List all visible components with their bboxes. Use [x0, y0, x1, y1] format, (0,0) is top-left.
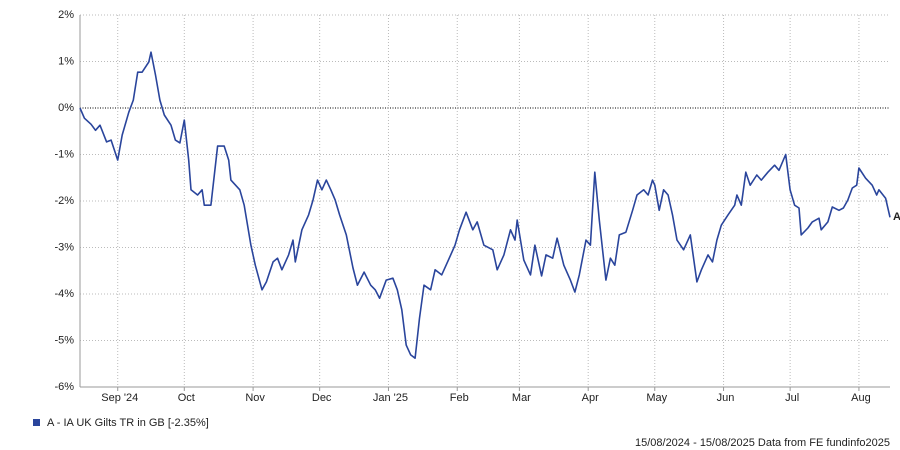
y-tick-label: -6%: [54, 381, 74, 393]
legend-label: A - IA UK Gilts TR in GB [-2.35%]: [47, 417, 209, 429]
footer: 15/08/2024 - 15/08/2025 Data from FE fun…: [635, 437, 890, 449]
x-tick-label: Sep '24: [101, 392, 138, 404]
x-tick-label: Jul: [785, 392, 799, 404]
y-tick-label: 1%: [58, 55, 74, 67]
x-tick-label: Aug: [851, 392, 871, 404]
x-tick-label: Dec: [312, 392, 332, 404]
x-tick-label: Nov: [245, 392, 265, 404]
end-label: A: [893, 211, 900, 223]
x-tick-label: Mar: [512, 392, 531, 404]
x-tick-label: Feb: [450, 392, 469, 404]
x-tick-label: Jun: [717, 392, 735, 404]
x-tick-label: May: [646, 392, 667, 404]
series-line: [79, 51, 891, 360]
y-tick-label: 2%: [58, 9, 74, 21]
y-tick-label: -1%: [54, 148, 74, 160]
x-tick-label: Jan '25: [373, 392, 408, 404]
x-tick-label: Oct: [178, 392, 195, 404]
x-tick-label: Apr: [582, 392, 599, 404]
legend-swatch: [33, 419, 40, 426]
y-tick-label: -2%: [54, 195, 74, 207]
y-tick-label: 0%: [58, 102, 74, 114]
y-tick-label: -3%: [54, 241, 74, 253]
y-tick-label: -4%: [54, 288, 74, 300]
y-tick-label: -5%: [54, 334, 74, 346]
